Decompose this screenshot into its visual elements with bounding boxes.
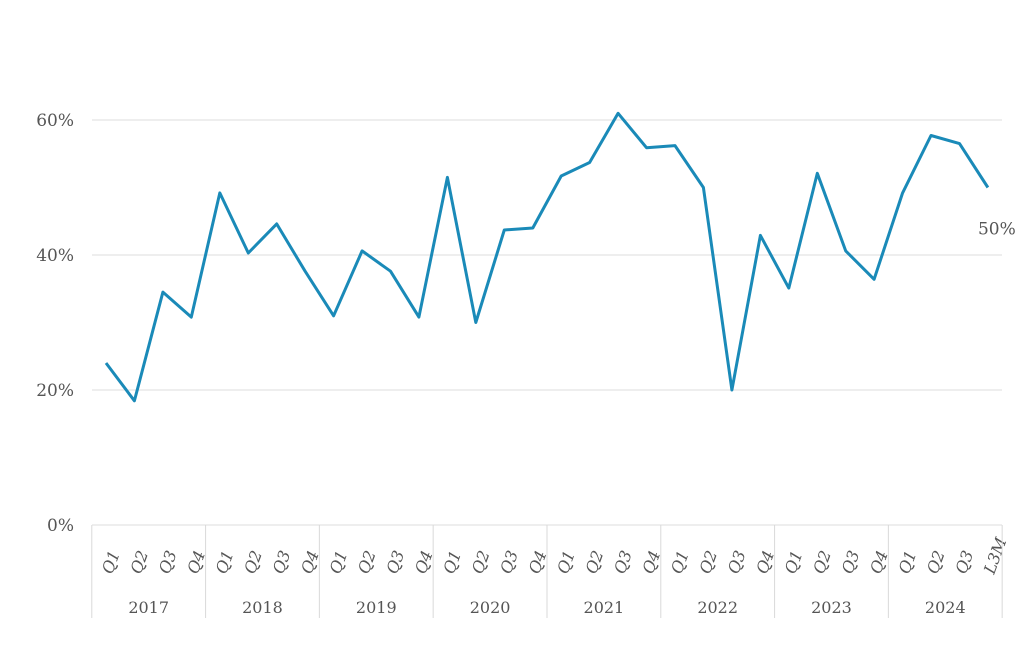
x-tick-label: Q1 <box>781 548 807 576</box>
x-group-label: 2018 <box>242 598 283 617</box>
y-tick-label: 0% <box>47 516 74 536</box>
x-group-label: 2022 <box>697 598 738 617</box>
x-tick-label: Q1 <box>667 548 693 576</box>
x-tick-label: Q2 <box>582 548 608 576</box>
series-layer <box>104 111 990 403</box>
y-tick-label: 60% <box>36 111 74 131</box>
x-tick-label: Q1 <box>326 548 352 576</box>
gridlines <box>92 119 1002 526</box>
y-tick-label: 40% <box>36 246 74 266</box>
series-line <box>104 111 990 403</box>
x-group-label: 2017 <box>128 598 169 617</box>
x-group-label: 2019 <box>356 598 397 617</box>
x-tick-label: Q3 <box>382 548 408 576</box>
x-tick-label: Q2 <box>240 548 266 576</box>
x-group-label: 2024 <box>925 598 966 617</box>
x-tick-label: Q1 <box>212 548 238 576</box>
x-tick-label: Q2 <box>809 548 835 576</box>
x-tick-label: Q3 <box>496 548 522 576</box>
x-tick-label: Q1 <box>98 548 124 576</box>
x-group-label: 2021 <box>584 598 625 617</box>
x-tick-label: Q2 <box>354 548 380 576</box>
x-tick-label: Q2 <box>923 548 949 576</box>
x-tick-label: Q1 <box>439 548 465 576</box>
y-tick-label: 20% <box>36 381 74 401</box>
y-axis-ticks: 0% 20% 40% 60% <box>36 111 74 536</box>
x-tick-label: Q3 <box>724 548 750 576</box>
x-tick-label: L3M <box>980 534 1011 577</box>
x-tick-label: Q3 <box>155 548 181 576</box>
x-tick-label: Q2 <box>695 548 721 576</box>
x-tick-label: Q1 <box>553 548 579 576</box>
x-tick-label: Q2 <box>468 548 494 576</box>
x-tick-label: Q3 <box>269 548 295 576</box>
x-group-label: 2023 <box>811 598 852 617</box>
end-value-label: 50% <box>978 220 1016 240</box>
x-tick-label: Q2 <box>126 548 152 576</box>
x-tick-label: Q3 <box>838 548 864 576</box>
x-tick-label: Q3 <box>610 548 636 576</box>
x-axis: Q1 Q2 Q3 Q4 Q1 Q2 Q3 Q4 Q1 Q2 Q3 Q4 Q1 Q2 Q3 Q4 Q1 Q2 Q3 Q4… <box>91 525 1011 618</box>
x-tick-label: Q3 <box>951 548 977 576</box>
x-group-label: 2020 <box>470 598 511 617</box>
x-tick-label: Q1 <box>895 548 921 576</box>
